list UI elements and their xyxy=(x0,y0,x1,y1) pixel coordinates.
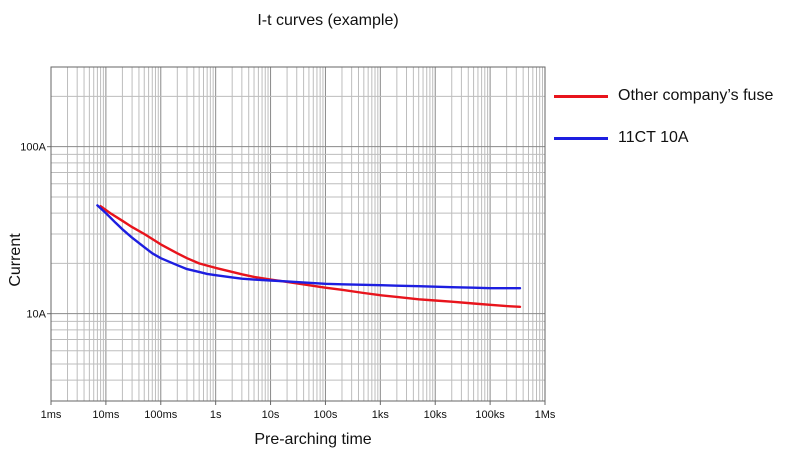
x-tick-label: 1ks xyxy=(372,409,390,421)
x-tick-label: 1Ms xyxy=(535,409,556,421)
x-axis-label: Pre-arching time xyxy=(254,431,371,448)
x-tick-label: 100ks xyxy=(475,409,505,421)
x-tick-label: 10s xyxy=(262,409,280,421)
legend-label-11ct: 11CT 10A xyxy=(618,129,689,146)
series-line-0 xyxy=(99,204,522,308)
legend-label-other-fuse: Other company’s fuse xyxy=(618,87,774,104)
y-tick-label: 100A xyxy=(20,142,46,154)
series-lines xyxy=(96,204,522,308)
legend-swatch-other-fuse xyxy=(554,94,608,98)
y-axis-label: Current xyxy=(7,233,24,287)
axis-tick-labels: 1ms 10ms 100ms 1s 10s 100s 1ks 10ks 100ks 1Ms 10A 1… xyxy=(20,142,556,421)
series-line-1 xyxy=(96,204,522,290)
y-tick-label: 10A xyxy=(26,309,46,321)
x-tick-label: 100s xyxy=(314,409,338,421)
x-tick-label: 100ms xyxy=(144,409,178,421)
plot-frame xyxy=(50,66,546,402)
legend-swatch-11ct xyxy=(554,136,608,140)
x-tick-label: 10ks xyxy=(424,409,448,421)
x-tick-label: 1s xyxy=(210,409,222,421)
legend: Other company’s fuse 11CT 10A xyxy=(554,86,800,170)
chart-title: I-t curves (example) xyxy=(257,12,399,29)
grid xyxy=(50,66,545,402)
x-tick-label: 1ms xyxy=(41,409,62,421)
legend-item-11ct: 11CT 10A xyxy=(554,128,800,148)
legend-item-other-fuse: Other company’s fuse xyxy=(554,86,800,106)
x-tick-label: 10ms xyxy=(92,409,119,421)
